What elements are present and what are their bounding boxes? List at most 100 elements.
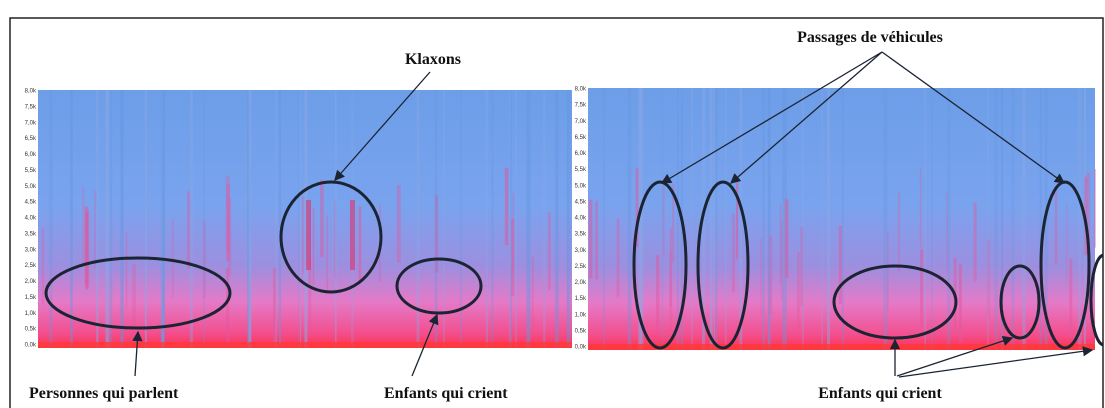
axis-label: 6,0k xyxy=(575,151,587,157)
streak xyxy=(93,190,97,268)
streak xyxy=(443,90,445,348)
streak xyxy=(70,90,73,348)
streak xyxy=(1054,186,1058,265)
axis-label: 7,5k xyxy=(25,104,37,110)
streak xyxy=(1094,169,1096,248)
streak xyxy=(109,90,113,348)
frame xyxy=(9,17,1104,408)
streak xyxy=(504,167,509,246)
streak xyxy=(662,178,665,258)
streak xyxy=(958,264,962,343)
streak xyxy=(1022,88,1026,350)
axis-label: 4,5k xyxy=(575,199,587,205)
streak xyxy=(279,90,282,348)
streak xyxy=(512,192,515,271)
axis-label: 7,0k xyxy=(575,119,587,125)
axis-label: 7,0k xyxy=(25,120,37,126)
streak xyxy=(713,88,715,350)
streak xyxy=(691,88,693,350)
streak xyxy=(987,88,989,350)
streak xyxy=(883,88,888,350)
streak xyxy=(566,90,571,348)
streak xyxy=(947,88,951,350)
streak xyxy=(768,235,773,315)
ellipse xyxy=(279,180,383,294)
streak xyxy=(125,231,128,310)
streak xyxy=(350,200,355,270)
streak xyxy=(160,90,163,348)
streak xyxy=(1039,88,1042,350)
axis-label: 1,5k xyxy=(25,295,37,301)
axis-label: 2,0k xyxy=(25,279,37,285)
streak xyxy=(299,90,302,348)
streak xyxy=(526,90,531,348)
ellipse xyxy=(999,264,1041,340)
streak xyxy=(275,90,277,348)
streak xyxy=(202,221,206,299)
streak xyxy=(298,90,300,348)
axis-label: 5,0k xyxy=(575,183,587,189)
streak xyxy=(595,200,598,280)
streak xyxy=(531,256,535,334)
streak xyxy=(931,88,933,350)
streak xyxy=(301,196,305,274)
streak xyxy=(731,213,736,293)
streak xyxy=(897,193,901,272)
streak xyxy=(104,90,109,348)
streak xyxy=(797,252,800,331)
streak xyxy=(132,264,137,342)
streak xyxy=(515,90,517,348)
streak xyxy=(887,232,889,312)
streak xyxy=(784,199,789,278)
streak xyxy=(485,90,489,348)
streak xyxy=(973,202,977,282)
streak xyxy=(920,249,924,328)
annotation: Personnes qui parlent xyxy=(29,385,179,402)
axis-label: 3,0k xyxy=(25,247,37,253)
streak xyxy=(248,90,252,348)
arrow xyxy=(898,346,1094,378)
streak xyxy=(510,90,512,348)
axis-label: 0,0k xyxy=(575,345,587,351)
annotation: Enfants qui crient xyxy=(818,385,942,402)
axis-label: 2,5k xyxy=(575,264,587,270)
streak xyxy=(509,90,511,348)
ellipse xyxy=(395,257,483,315)
streak xyxy=(225,268,230,346)
streak xyxy=(616,218,620,298)
streak xyxy=(162,90,165,348)
axis-label: 2,0k xyxy=(575,280,587,286)
axis-label: 5,0k xyxy=(25,184,37,190)
axis-label: 6,0k xyxy=(25,152,37,158)
streak xyxy=(994,88,998,350)
streak xyxy=(627,88,632,350)
axis-label: 4,0k xyxy=(575,216,587,222)
streak xyxy=(588,199,593,279)
axis-label: 1,5k xyxy=(575,296,587,302)
streak xyxy=(779,204,782,283)
streak xyxy=(120,90,124,348)
streak xyxy=(946,192,948,271)
streak xyxy=(1086,172,1091,252)
streak xyxy=(802,88,804,350)
streak xyxy=(640,88,644,350)
streak xyxy=(225,175,230,254)
streak xyxy=(160,90,165,348)
streak xyxy=(672,184,675,263)
streak xyxy=(326,215,329,293)
streak xyxy=(924,88,926,350)
streak xyxy=(782,88,784,350)
streak xyxy=(320,179,324,258)
streak xyxy=(304,90,308,348)
streak xyxy=(1011,88,1015,350)
streak xyxy=(1069,259,1073,338)
axis-label: 5,5k xyxy=(25,168,37,174)
streak xyxy=(635,167,639,247)
axis-label: 0,5k xyxy=(25,327,37,333)
streak xyxy=(163,90,166,348)
axis-label: 0,5k xyxy=(575,328,587,334)
ellipse xyxy=(632,180,688,350)
streak xyxy=(249,90,251,348)
annotation: Klaxons xyxy=(405,51,461,68)
streak xyxy=(306,200,311,270)
